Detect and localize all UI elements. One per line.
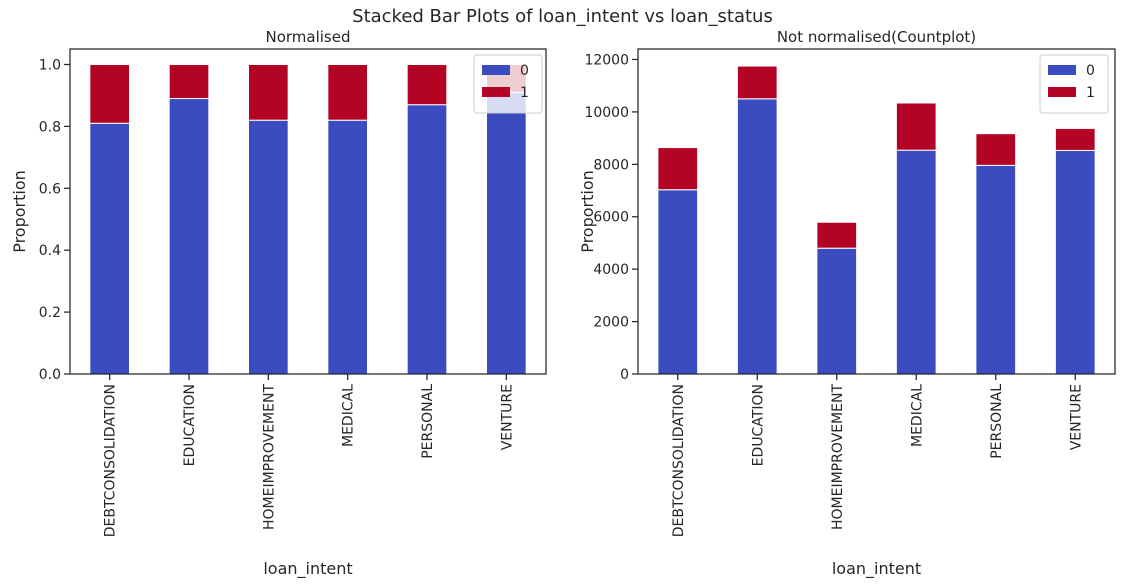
x-tick-label-debtconsolidation: DEBTCONSOLIDATION (671, 384, 687, 537)
legend-label-0: 0 (520, 63, 529, 79)
legend-swatch-0 (1048, 65, 1076, 75)
y-tick-label: 8000 (593, 157, 629, 173)
bar-homeimprovement-status-0 (816, 247, 858, 375)
legend-swatch-1 (482, 87, 510, 97)
x-tick-label-personal: PERSONAL (989, 384, 1005, 459)
bar-personal-status-1 (975, 133, 1017, 166)
legend-swatch-0 (482, 65, 510, 75)
bar-debtconsolidation-status-0 (657, 189, 699, 375)
x-tick-label-debtconsolidation: DEBTCONSOLIDATION (103, 384, 119, 537)
bar-education-status-0 (736, 98, 778, 375)
legend: 01 (1039, 54, 1109, 114)
axes-frame (637, 48, 1116, 375)
bar-education-status-1 (168, 63, 210, 100)
y-tick-label: 0.4 (39, 243, 61, 259)
bar-homeimprovement-status-0 (248, 119, 289, 375)
bar-homeimprovement-status-1 (816, 221, 858, 249)
y-axis-label: Proportion (10, 170, 29, 253)
bar-education-status-0 (168, 98, 210, 375)
figure-title: Stacked Bar Plots of loan_intent vs loan… (352, 6, 773, 27)
y-tick-label: 2000 (593, 315, 629, 331)
y-tick-label: 0.2 (39, 305, 61, 321)
bar-education-status-1 (736, 65, 778, 100)
bar-medical-status-1 (327, 63, 369, 121)
legend-label-0: 0 (1086, 63, 1095, 79)
x-tick-label-education: EDUCATION (182, 384, 198, 466)
legend-box (1039, 54, 1109, 114)
bar-venture-status-1 (1054, 127, 1096, 151)
y-tick-label: 1.0 (39, 57, 61, 73)
axes-frame (69, 48, 547, 375)
y-tick-label: 0.0 (39, 367, 61, 383)
legend-label-1: 1 (520, 85, 529, 101)
legend-box (473, 54, 543, 114)
y-tick-label: 0 (620, 367, 629, 383)
y-tick-label: 0.6 (39, 181, 61, 197)
chart-panel-normalised: 0.0 0.2 0.4 0.6 0.8 1.0 DEBTCONSOLIDATION EDUCA… (10, 28, 547, 579)
bar-personal-status-1 (406, 63, 448, 106)
bar-debtconsolidation-status-0 (89, 122, 131, 375)
bar-debtconsolidation-status-1 (657, 147, 699, 191)
bar-medical-status-0 (895, 149, 937, 375)
x-tick-label-homeimprovement: HOMEIMPROVEMENT (261, 384, 277, 530)
chart-title: Normalised (265, 28, 350, 46)
y-axis-label: Proportion (578, 170, 597, 253)
bar-personal-status-0 (975, 164, 1017, 375)
bar-debtconsolidation-status-1 (89, 63, 131, 124)
x-tick-label-medical: MEDICAL (909, 384, 925, 447)
chart-panel-countplot: 0 2000 4000 6000 8000 10000 12000 DEBTCONSOLIDA… (578, 28, 1116, 579)
y-tick-label: 12000 (584, 52, 629, 68)
x-tick-label-education: EDUCATION (750, 384, 766, 466)
x-tick-label-personal: PERSONAL (420, 384, 436, 459)
legend-label-1: 1 (1086, 85, 1095, 101)
chart-title: Not normalised(Countplot) (777, 28, 976, 46)
x-axis-label: loan_intent (263, 559, 352, 579)
x-axis-label: loan_intent (832, 559, 921, 579)
x-tick-label-medical: MEDICAL (341, 384, 357, 447)
bar-medical-status-1 (895, 102, 937, 151)
legend: 01 (473, 54, 543, 114)
bar-venture-status-0 (486, 91, 527, 375)
y-tick-label: 10000 (584, 105, 629, 121)
y-tick-label: 6000 (593, 210, 629, 226)
y-tick-label: 0.8 (39, 119, 61, 135)
bar-venture-status-0 (1054, 149, 1096, 375)
bar-homeimprovement-status-1 (248, 63, 289, 121)
y-tick-label: 4000 (593, 262, 629, 278)
bar-personal-status-0 (406, 104, 448, 375)
x-tick-label-homeimprovement: HOMEIMPROVEMENT (830, 384, 846, 530)
legend-swatch-1 (1048, 87, 1076, 97)
x-tick-label-venture: VENTURE (1068, 384, 1084, 450)
bar-medical-status-0 (327, 119, 369, 375)
x-tick-label-venture: VENTURE (499, 384, 515, 450)
